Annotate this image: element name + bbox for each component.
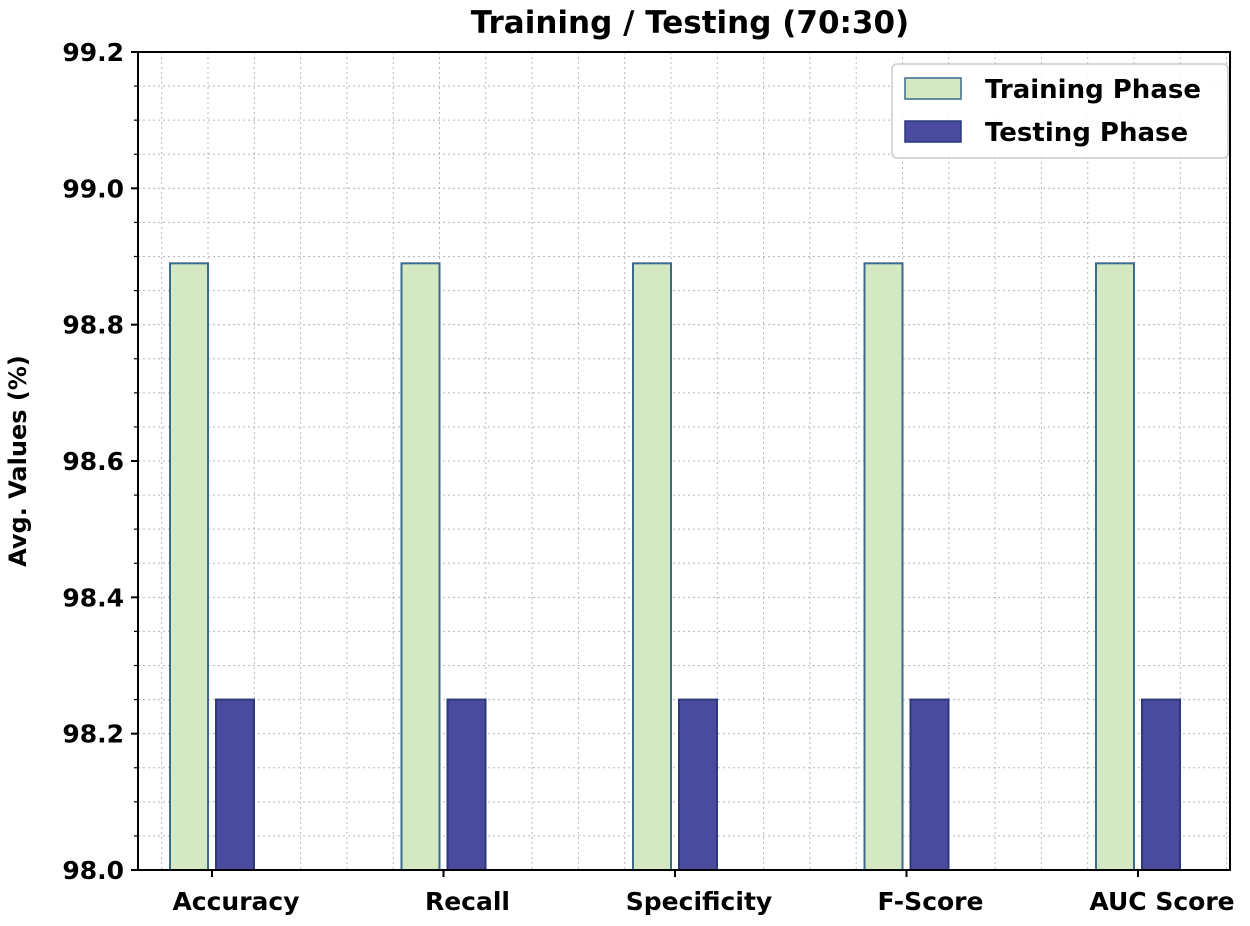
bar-training-auc-score	[1095, 262, 1135, 872]
y-tick-label: 98.6	[62, 447, 124, 476]
y-tick-label: 99.2	[62, 38, 124, 67]
bar-training-f-score	[863, 262, 904, 872]
y-tick-label: 98.4	[62, 583, 124, 612]
x-tick-label: Specificity	[626, 887, 772, 916]
bar-training-recall	[400, 262, 441, 872]
legend-box	[891, 63, 1229, 159]
bar-testing-auc-score	[1141, 698, 1181, 871]
bar-testing-recall	[446, 698, 487, 871]
legend-label-training: Training Phase	[985, 75, 1201, 105]
x-axis-ticks: Accuracy Recall Specificity F-Score AUC Scor…	[172, 870, 1235, 916]
bars	[169, 262, 1181, 872]
y-axis-ticks: 98.0 98.2 98.4 98.6 98.8 99.0 99.2	[62, 38, 138, 885]
bar-testing-f-score	[909, 698, 950, 871]
bar-training-specificity	[632, 262, 672, 872]
x-tick-label: F-Score	[878, 887, 984, 916]
y-tick-label: 98.0	[62, 856, 124, 885]
y-tick-label: 99.0	[62, 174, 124, 203]
bar-training-accuracy	[169, 262, 209, 872]
x-tick-label: Accuracy	[172, 887, 299, 916]
bar-testing-specificity	[678, 698, 718, 871]
x-tick-label: AUC Score	[1089, 887, 1234, 916]
bar-testing-accuracy	[215, 698, 255, 871]
legend-swatch-testing	[904, 120, 962, 143]
legend-label-testing: Testing Phase	[985, 118, 1188, 148]
legend: Training Phase Testing Phase	[891, 63, 1229, 159]
legend-swatch-training	[904, 77, 962, 100]
y-axis-label: Avg. Values (%)	[4, 355, 32, 567]
y-tick-label: 98.8	[62, 311, 124, 340]
x-tick-label: Recall	[425, 887, 510, 916]
y-tick-label: 98.2	[62, 720, 124, 749]
chart-title: Training / Testing (70:30)	[471, 5, 909, 41]
